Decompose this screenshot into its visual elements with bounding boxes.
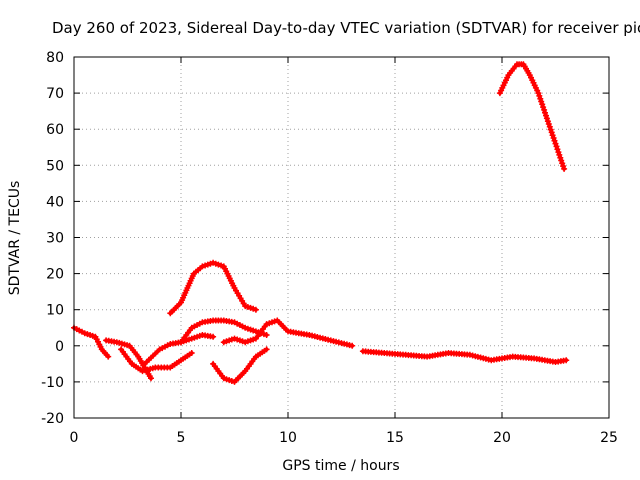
series-markers — [220, 317, 356, 349]
series-arc-10 — [496, 61, 568, 172]
y-tick-label: 70 — [46, 86, 64, 102]
series-arc-8 — [220, 317, 356, 349]
series-arc-3 — [118, 346, 195, 375]
series-arc-5 — [167, 259, 259, 317]
x-axis-label: GPS time / hours — [282, 458, 399, 474]
axis-ticks: -20 -10 0 10 20 30 40 50 60 70 80 0 5 10 15 20 25 — [41, 50, 618, 446]
y-tick-label: 80 — [46, 50, 64, 66]
x-tick-label: 10 — [279, 430, 297, 446]
x-tick-label: 25 — [600, 430, 618, 446]
x-tick-label: 15 — [386, 430, 404, 446]
series-arc-6 — [178, 317, 270, 346]
series-markers — [359, 348, 570, 365]
y-tick-label: 30 — [46, 231, 64, 247]
series-markers — [210, 346, 270, 385]
y-tick-label: 0 — [55, 339, 64, 355]
series-markers — [118, 346, 195, 375]
data-points — [71, 61, 570, 385]
series-markers — [178, 317, 270, 346]
x-tick-label: 0 — [70, 430, 79, 446]
series-markers — [496, 61, 568, 172]
y-tick-label: 60 — [46, 122, 64, 138]
series-markers — [167, 259, 259, 317]
y-tick-label: 10 — [46, 303, 64, 319]
y-tick-label: 50 — [46, 158, 64, 174]
y-tick-label: -10 — [41, 375, 64, 391]
series-arc-9 — [359, 348, 570, 365]
x-tick-label: 20 — [493, 430, 511, 446]
y-axis-label: SDTVAR / TECUs — [7, 181, 23, 296]
series-arc-7 — [210, 346, 270, 385]
y-tick-label: 40 — [46, 194, 64, 210]
y-tick-label: -20 — [41, 411, 64, 427]
x-tick-label: 5 — [177, 430, 186, 446]
chart-title: Day 260 of 2023, Sidereal Day-to-day VTE… — [52, 19, 640, 37]
y-tick-label: 20 — [46, 267, 64, 283]
